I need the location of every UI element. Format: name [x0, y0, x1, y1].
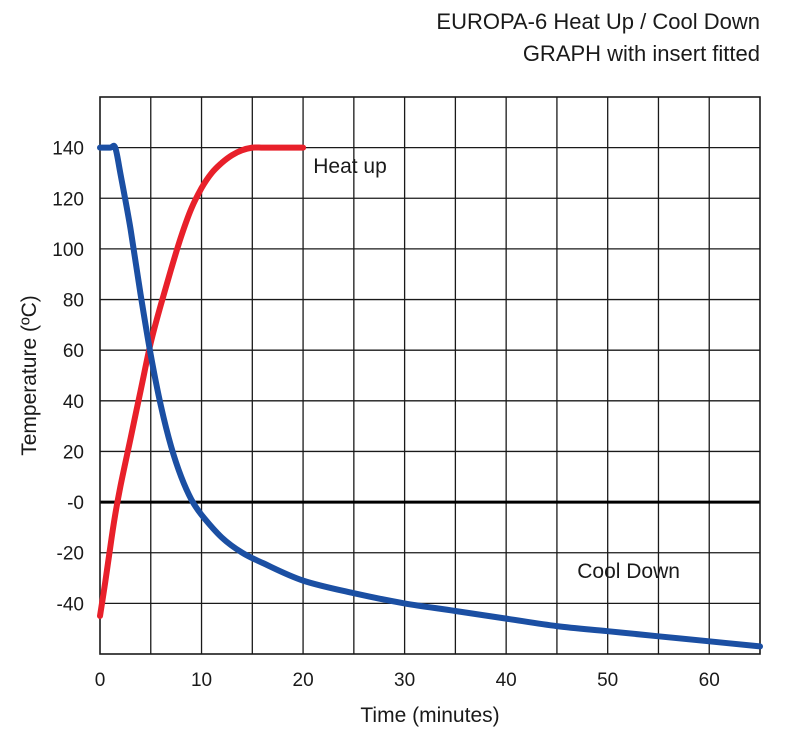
series-line-cool-down — [97, 142, 763, 650]
chart-subtitle: GRAPH with insert fitted — [522, 41, 760, 66]
x-tick-label: 30 — [394, 670, 415, 691]
x-tick-label: 60 — [699, 670, 720, 691]
y-tick-label: 60 — [63, 341, 84, 362]
y-tick-label: 20 — [63, 442, 84, 463]
plot-frame — [99, 96, 761, 655]
y-tick-label: 40 — [63, 392, 84, 413]
y-tick-label: 100 — [52, 240, 84, 261]
y-axis-label: Temperature (ºC) — [18, 295, 41, 456]
chart-title: EUROPA-6 Heat Up / Cool Down — [436, 9, 760, 34]
y-tick-label: -0 — [67, 493, 84, 514]
annotations: Heat up Cool Down — [313, 155, 680, 583]
y-tick-label: -20 — [57, 544, 84, 565]
grid-lines — [100, 97, 760, 654]
annotation-label: Heat up — [313, 155, 387, 178]
series-line-heat-up — [97, 144, 307, 619]
x-tick-label: 10 — [191, 670, 212, 691]
x-axis-label: Time (minutes) — [360, 704, 499, 727]
x-tick-label: 40 — [496, 670, 517, 691]
y-tick-labels: 140 120 100 80 60 40 20 -0 -20 -40 — [52, 139, 84, 616]
y-tick-label: -40 — [57, 594, 84, 615]
x-tick-label: 0 — [95, 670, 106, 691]
y-tick-label: 80 — [63, 291, 84, 312]
annotation-label: Cool Down — [577, 560, 680, 583]
series-layer — [97, 142, 763, 650]
x-tick-label: 50 — [597, 670, 618, 691]
x-tick-labels: 0 10 20 30 40 50 60 — [95, 670, 720, 691]
title-block: EUROPA-6 Heat Up / Cool Down GRAPH with … — [436, 6, 760, 70]
y-tick-label: 140 — [52, 139, 84, 160]
x-tick-label: 20 — [293, 670, 314, 691]
y-tick-label: 120 — [52, 189, 84, 210]
